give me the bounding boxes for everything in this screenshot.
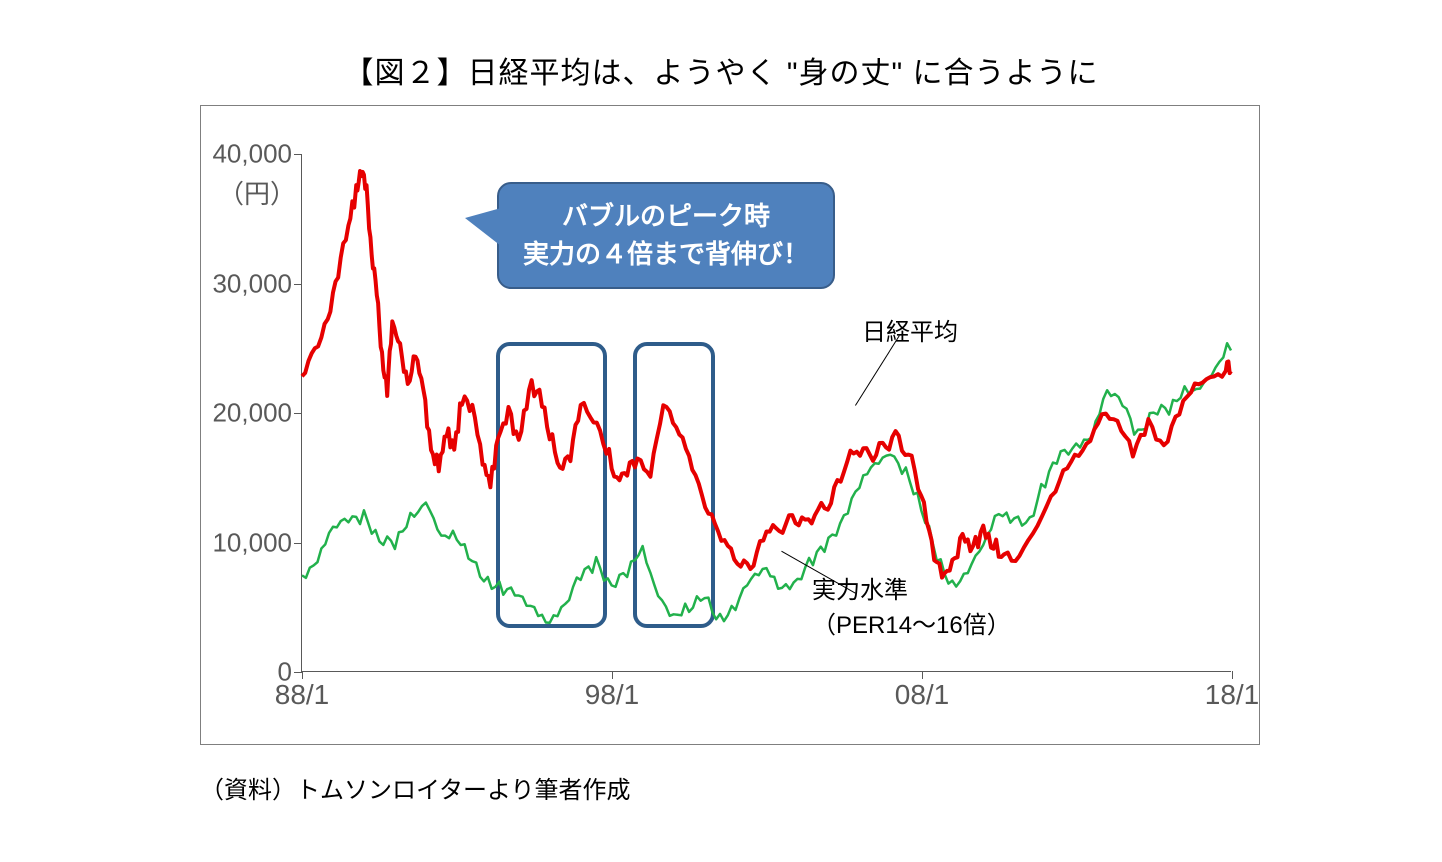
fair-value-label-line1: 実力水準: [812, 577, 908, 604]
y-axis-unit-label: （円）: [218, 174, 302, 211]
callout-bubble: バブルのピーク時 実力の４倍まで背伸び！: [497, 182, 835, 289]
page-root: 【図２】日経平均は、ようやく "身の丈" に合うように 010,00020,00…: [0, 0, 1442, 862]
series-line-fair-value: [302, 343, 1231, 623]
x-tick-mark: [612, 671, 613, 679]
series-label-fair-value: 実力水準 （PER14～16倍）: [812, 570, 1011, 640]
y-tick-mark: [294, 543, 302, 544]
chart-plot-area: 010,00020,00030,00040,000 （円） 88/198/108…: [301, 154, 1231, 672]
chart-title: 【図２】日経平均は、ようやく "身の丈" に合うように: [0, 48, 1442, 92]
y-tick-mark: [294, 154, 302, 155]
y-tick-mark: [294, 413, 302, 414]
y-tick-label: 10,000: [212, 527, 302, 558]
y-tick-mark: [294, 284, 302, 285]
series-label-nikkei: 日経平均: [862, 312, 958, 347]
y-tick-label: 40,000: [212, 139, 302, 170]
y-tick-label: 30,000: [212, 268, 302, 299]
x-tick-mark: [1232, 671, 1233, 679]
chart-outer-frame: 010,00020,00030,00040,000 （円） 88/198/108…: [200, 105, 1260, 745]
callout-line2: 実力の４倍まで背伸び！: [523, 239, 809, 269]
chart-footnote: （資料）トムソンロイターより筆者作成: [200, 770, 631, 805]
x-tick-mark: [922, 671, 923, 679]
fair-value-label-line2: （PER14～16倍）: [812, 612, 1011, 639]
callout-line1: バブルのピーク時: [562, 201, 770, 231]
y-tick-label: 20,000: [212, 398, 302, 429]
x-tick-mark: [302, 671, 303, 679]
